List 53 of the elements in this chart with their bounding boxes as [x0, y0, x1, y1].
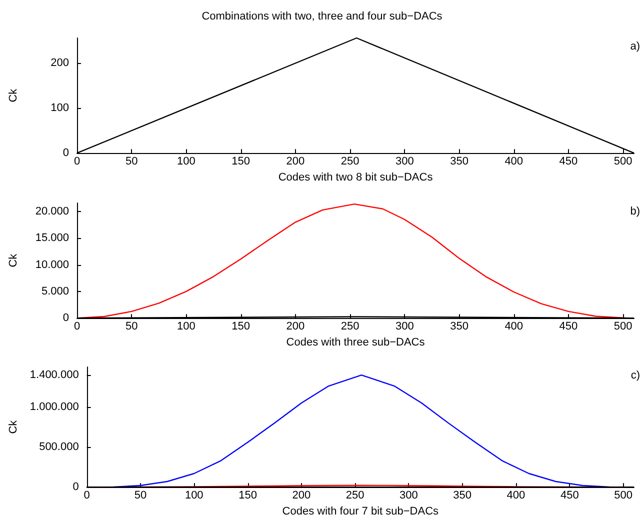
x-tick-label: 300 — [400, 490, 418, 502]
annotation: b) — [630, 206, 640, 218]
x-tick-label: 100 — [184, 490, 204, 502]
x-tick-label: 100 — [177, 156, 196, 168]
y-tick-label: 500.000 — [39, 441, 79, 454]
x-tick-label: 450 — [559, 156, 578, 168]
y-tick-label: 0 — [62, 147, 69, 160]
x-tick-label: 150 — [232, 156, 250, 168]
x-tick-label: 250 — [346, 490, 364, 502]
x-tick-label: 150 — [238, 490, 257, 502]
x-tick-label: 200 — [292, 490, 311, 502]
y-axis-title: Ck — [8, 88, 20, 102]
x-tick-label: 300 — [395, 320, 414, 333]
y-tick-label: 0 — [62, 312, 69, 324]
y-tick-label: 200 — [50, 57, 69, 70]
x-axis-title: Codes with four 7 bit sub−DACs — [282, 506, 440, 518]
x-tick-label: 150 — [232, 320, 250, 333]
annotation: c) — [630, 370, 640, 382]
y-tick-label: 20.000 — [35, 206, 69, 218]
y-axis-title: Ck — [8, 253, 20, 268]
y-tick-label: 10.000 — [35, 258, 69, 271]
y-tick-label: 15.000 — [35, 232, 69, 244]
y-tick-label: 0 — [72, 481, 79, 494]
y-axis-title: Ck — [8, 420, 20, 434]
x-tick-label: 500 — [614, 156, 632, 168]
x-tick-label: 500 — [614, 490, 632, 502]
x-tick-label: 400 — [504, 156, 524, 168]
x-tick-label: 400 — [504, 320, 524, 333]
x-tick-label: 100 — [177, 320, 196, 333]
x-axis-title: Codes with three sub−DACs — [286, 336, 426, 348]
y-tick-label: 5.000 — [41, 285, 69, 298]
x-tick-label: 200 — [286, 156, 305, 168]
x-axis-title: Codes with two 8 bit sub−DACs — [278, 172, 434, 184]
x-tick-label: 50 — [125, 320, 138, 333]
x-tick-label: 0 — [84, 490, 90, 502]
x-tick-label: 200 — [286, 320, 305, 333]
x-tick-label: 250 — [340, 320, 360, 333]
x-tick-label: 50 — [134, 490, 147, 502]
x-tick-label: 250 — [340, 156, 360, 168]
x-tick-label: 450 — [559, 320, 578, 333]
x-tick-label: 50 — [125, 156, 138, 168]
chart-title: Combinations with two, three and four sub−DACs — [202, 10, 443, 22]
x-tick-label: 450 — [560, 490, 579, 502]
annotation: a) — [630, 40, 640, 52]
x-tick-label: 350 — [450, 156, 468, 168]
x-tick-label: 300 — [395, 156, 414, 168]
y-tick-label: 1.000.000 — [30, 401, 79, 414]
y-tick-label: 1.400.000 — [30, 369, 79, 382]
x-tick-label: 400 — [506, 490, 526, 502]
y-tick-label: 100 — [50, 102, 69, 114]
x-tick-label: 500 — [614, 320, 632, 333]
x-tick-label: 350 — [450, 320, 468, 333]
x-tick-label: 350 — [453, 490, 472, 502]
